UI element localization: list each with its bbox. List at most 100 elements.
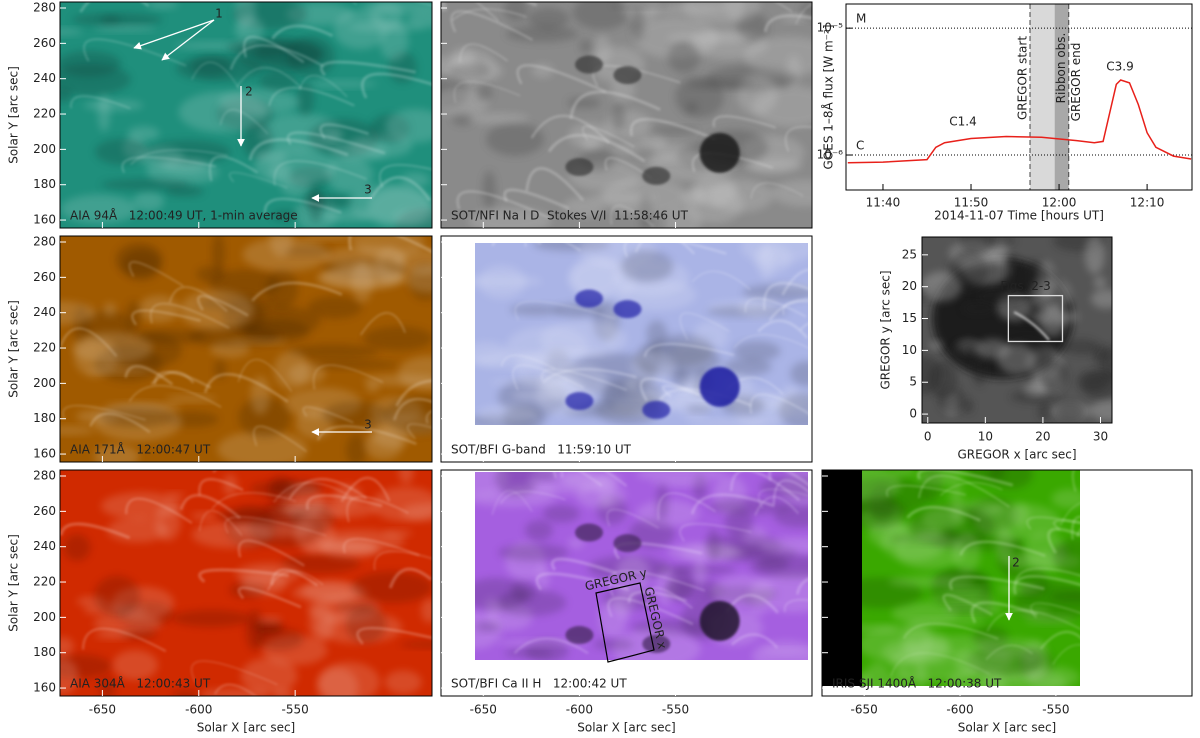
texture-strand	[369, 176, 432, 202]
texture	[651, 480, 712, 487]
texture-strand	[237, 586, 302, 609]
texture-strand	[197, 294, 249, 317]
image	[60, 470, 432, 696]
texture	[576, 482, 627, 509]
texture	[685, 102, 698, 113]
texture-strand	[906, 505, 981, 522]
texture	[258, 616, 283, 624]
texture-strand	[168, 286, 228, 312]
texture	[503, 2, 529, 22]
texture-strand	[121, 156, 216, 174]
y-tick-label: 280	[33, 469, 56, 483]
texture-strand	[525, 167, 584, 202]
texture	[495, 472, 539, 497]
class-label: C	[856, 139, 864, 153]
texture	[60, 636, 74, 657]
texture-strand	[128, 384, 222, 408]
texture	[296, 82, 315, 116]
texture-strand	[456, 190, 550, 219]
texture-strand	[903, 622, 999, 640]
texture	[539, 320, 628, 359]
y-tick-label: 280	[33, 1, 56, 15]
image	[441, 2, 812, 228]
texture	[630, 7, 645, 42]
x-tick-label: -550	[1042, 703, 1069, 717]
texture-strand	[237, 539, 305, 567]
texture	[1084, 237, 1105, 275]
texture	[346, 434, 367, 462]
flare-class-label: C3.9	[1106, 60, 1133, 74]
texture-strand	[886, 484, 967, 497]
texture	[1022, 260, 1049, 293]
texture	[399, 640, 432, 648]
texture	[863, 662, 892, 686]
texture	[267, 476, 295, 506]
texture-strand	[513, 637, 589, 655]
texture-strand	[733, 334, 808, 349]
texture	[237, 36, 322, 73]
texture-strand	[758, 488, 808, 509]
y-tick-label: 200	[33, 142, 56, 156]
texture	[664, 206, 702, 228]
texture-strand	[658, 387, 752, 407]
panel-label: AIA 171Å 12:00:47 UT	[70, 442, 211, 457]
texture-strand	[319, 123, 369, 140]
texture-strand	[692, 270, 751, 291]
texture	[100, 677, 115, 696]
sunspot	[699, 366, 740, 407]
panel-frame	[440, 235, 813, 463]
y-tick-label: 180	[33, 177, 56, 191]
texture	[512, 389, 566, 402]
texture-strand	[316, 425, 417, 445]
texture-strand	[393, 397, 432, 421]
texture	[692, 559, 707, 586]
shaded-interval	[1054, 4, 1069, 190]
y-tick-label: 180	[33, 411, 56, 425]
texture	[1037, 402, 1053, 421]
texture-strand	[348, 236, 432, 254]
annotation: 2	[245, 85, 253, 99]
texture	[1025, 666, 1080, 686]
panel-frame	[59, 469, 433, 697]
texture-strand	[251, 281, 343, 302]
texture-strand	[191, 660, 278, 686]
texture	[524, 520, 553, 541]
texture	[567, 538, 585, 549]
gregor-panel: Figs. 2-3 0 10 20 30 0 5 10 15 20 25 GREGOR x [arc …	[879, 236, 1113, 462]
texture-strand	[150, 302, 230, 329]
texture-strand	[610, 204, 655, 227]
y-tick-label: 280	[33, 235, 56, 249]
texture	[482, 170, 497, 210]
dark-patch	[642, 400, 671, 419]
texture-strand	[784, 599, 808, 613]
texture-strand	[1071, 470, 1077, 492]
y-tick-label: 220	[33, 575, 56, 589]
texture-strand	[1052, 644, 1080, 665]
texture	[1006, 254, 1019, 290]
texture-strand	[264, 197, 342, 215]
texture	[468, 207, 552, 228]
sunspot	[699, 600, 740, 641]
texture-strand	[128, 261, 184, 287]
texture-strand	[219, 109, 269, 135]
texture	[274, 351, 310, 390]
texture-strand	[627, 590, 687, 604]
texture	[509, 304, 563, 316]
texture	[60, 301, 97, 325]
texture-strand	[229, 44, 324, 70]
texture	[862, 497, 907, 529]
dark-patch	[565, 392, 594, 411]
texture-strand	[970, 601, 1038, 624]
texture-strand	[60, 327, 118, 357]
x-tick-label: 10	[978, 430, 993, 444]
texture-strand	[79, 2, 150, 13]
texture	[667, 567, 694, 602]
texture	[1091, 398, 1112, 422]
texture	[945, 606, 985, 614]
texture-strand	[343, 538, 420, 557]
texture	[217, 430, 308, 462]
texture	[686, 79, 755, 89]
texture	[613, 586, 635, 618]
texture	[475, 622, 501, 632]
